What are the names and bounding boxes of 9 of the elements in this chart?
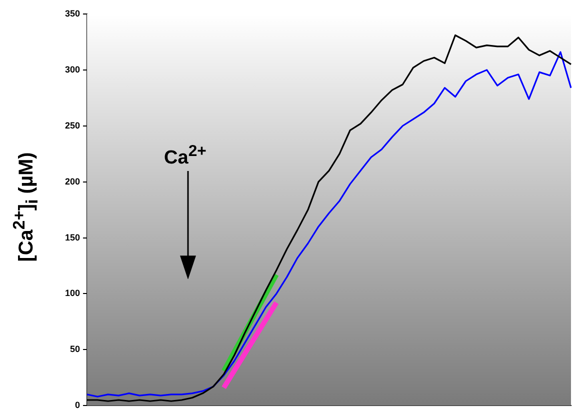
annotation: Ca$^{2+}$ bbox=[164, 142, 206, 169]
y-tick-label: 100 bbox=[64, 288, 80, 298]
y-tick-label: 150 bbox=[64, 232, 80, 242]
y-tick-label: 350 bbox=[64, 8, 80, 18]
y-tick-label: 250 bbox=[64, 120, 80, 130]
y-tick-label: 50 bbox=[70, 344, 80, 354]
y-tick-label: 0 bbox=[75, 400, 80, 410]
y-tick-label: 300 bbox=[64, 64, 80, 74]
y-tick-label: 200 bbox=[64, 176, 80, 186]
